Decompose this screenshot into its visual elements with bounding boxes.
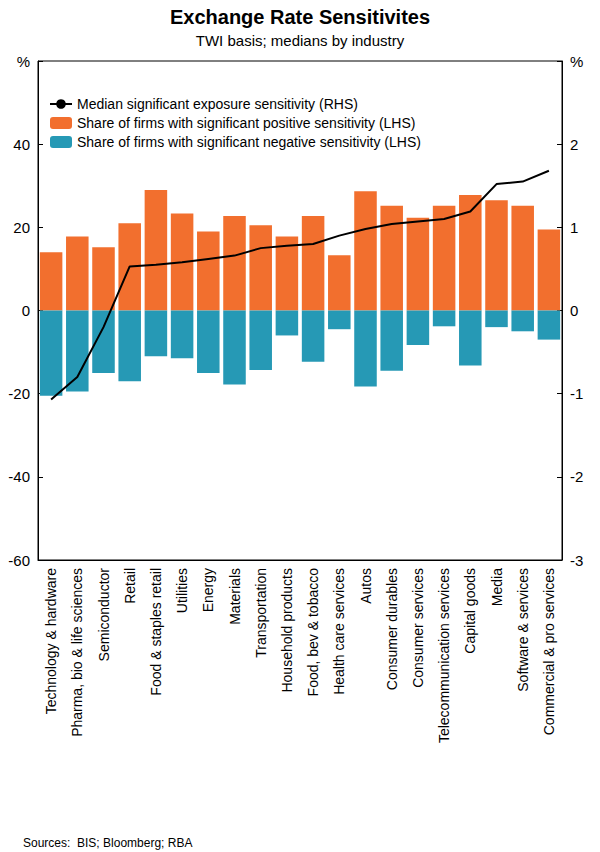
svg-text:Telecommunication services: Telecommunication services: [436, 568, 452, 743]
svg-text:40: 40: [13, 136, 30, 153]
svg-text:1: 1: [570, 219, 578, 236]
svg-text:-3: -3: [570, 552, 583, 569]
svg-text:Median significant exposure se: Median significant exposure sensitivity …: [77, 96, 358, 112]
svg-text:%: %: [17, 53, 30, 70]
svg-text:Food, bev & tobacco: Food, bev & tobacco: [305, 568, 321, 697]
svg-text:Media: Media: [489, 568, 505, 606]
svg-text:Semiconductor: Semiconductor: [96, 568, 112, 662]
svg-text:Food & staples retail: Food & staples retail: [148, 568, 164, 696]
svg-text:Share of firms with significan: Share of firms with significant positive…: [77, 115, 415, 131]
svg-text:0: 0: [22, 302, 30, 319]
svg-text:-40: -40: [8, 468, 30, 485]
svg-text:-60: -60: [8, 552, 30, 569]
svg-text:20: 20: [13, 219, 30, 236]
svg-text:Autos: Autos: [358, 568, 374, 604]
svg-text:Utilities: Utilities: [174, 568, 190, 613]
svg-text:Energy: Energy: [200, 568, 216, 612]
svg-text:-2: -2: [570, 468, 583, 485]
svg-text:Exchange Rate Sensitivites: Exchange Rate Sensitivites: [170, 6, 430, 28]
svg-text:Pharma, bio & life sciences: Pharma, bio & life sciences: [69, 568, 85, 737]
svg-text:Share of firms with significan: Share of firms with significant negative…: [77, 134, 421, 150]
svg-text:Technology & hardware: Technology & hardware: [43, 568, 59, 715]
svg-text:Retail: Retail: [122, 568, 138, 604]
svg-text:Sources: BIS; Bloomberg; RBA: Sources: BIS; Bloomberg; RBA: [23, 836, 192, 850]
svg-text:Commercial & pro services: Commercial & pro services: [541, 568, 557, 735]
svg-text:Consumer durables: Consumer durables: [384, 568, 400, 690]
svg-text:Transportation: Transportation: [253, 568, 269, 658]
svg-text:Materials: Materials: [227, 568, 243, 625]
svg-text:Health care services: Health care services: [331, 568, 347, 695]
svg-text:2: 2: [570, 136, 578, 153]
svg-text:Consumer services: Consumer services: [410, 568, 426, 688]
svg-text:-1: -1: [570, 385, 583, 402]
svg-text:Software & services: Software & services: [515, 568, 531, 692]
svg-text:0: 0: [570, 302, 578, 319]
svg-text:Household products: Household products: [279, 568, 295, 693]
svg-text:-20: -20: [8, 385, 30, 402]
svg-text:Capital goods: Capital goods: [462, 568, 478, 654]
svg-text:TWI basis; medians by industry: TWI basis; medians by industry: [196, 32, 405, 49]
svg-text:%: %: [570, 53, 583, 70]
